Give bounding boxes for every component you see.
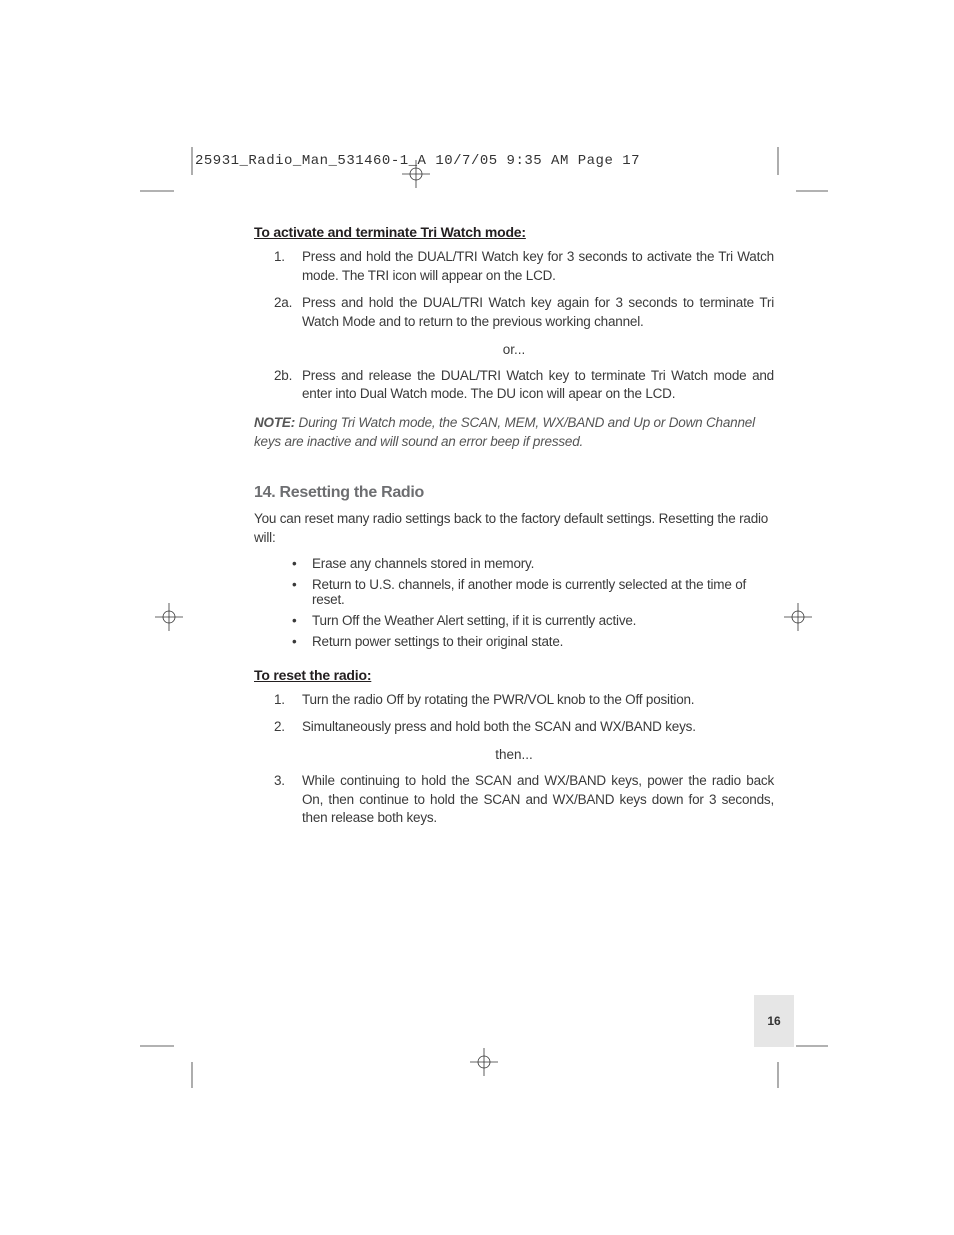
- crop-mark-bottom-left: [140, 1028, 200, 1093]
- list-number: 3.: [254, 772, 302, 829]
- list-item: 3. While continuing to hold the SCAN and…: [254, 772, 774, 829]
- bullet-mark: •: [254, 577, 312, 607]
- bullet-text: Turn Off the Weather Alert setting, if i…: [312, 613, 774, 628]
- list-number: 2a.: [254, 294, 302, 332]
- bullet-text: Return power settings to their original …: [312, 634, 774, 649]
- list-text: Press and hold the DUAL/TRI Watch key ag…: [302, 294, 774, 332]
- crop-mark-top-right: [768, 147, 828, 212]
- or-separator: or...: [254, 342, 774, 357]
- bullet-mark: •: [254, 556, 312, 571]
- tri-watch-title: To activate and terminate Tri Watch mode…: [254, 224, 774, 240]
- list-text: Press and hold the DUAL/TRI Watch key fo…: [302, 248, 774, 286]
- bullet-item: • Turn Off the Weather Alert setting, if…: [254, 613, 774, 628]
- note-text: During Tri Watch mode, the SCAN, MEM, WX…: [254, 415, 755, 449]
- registration-mark-top: [402, 160, 430, 188]
- list-number: 1.: [254, 691, 302, 710]
- list-text: Press and release the DUAL/TRI Watch key…: [302, 367, 774, 405]
- section-heading: 14. Resetting the Radio: [254, 484, 774, 502]
- crop-mark-top-left: [140, 147, 200, 212]
- intro-text: You can reset many radio settings back t…: [254, 510, 774, 548]
- list-text: Simultaneously press and hold both the S…: [302, 718, 774, 737]
- bullet-text: Return to U.S. channels, if another mode…: [312, 577, 774, 607]
- list-text: While continuing to hold the SCAN and WX…: [302, 772, 774, 829]
- list-item: 2b. Press and release the DUAL/TRI Watch…: [254, 367, 774, 405]
- page-number-box: 16: [754, 995, 794, 1047]
- note-label: NOTE:: [254, 415, 295, 430]
- registration-mark-bottom: [470, 1048, 498, 1076]
- bullet-item: • Return power settings to their origina…: [254, 634, 774, 649]
- page-content: To activate and terminate Tri Watch mode…: [254, 224, 774, 836]
- list-text: Turn the radio Off by rotating the PWR/V…: [302, 691, 774, 710]
- list-number: 2.: [254, 718, 302, 737]
- list-item: 1. Turn the radio Off by rotating the PW…: [254, 691, 774, 710]
- list-number: 2b.: [254, 367, 302, 405]
- note-block: NOTE: During Tri Watch mode, the SCAN, M…: [254, 414, 774, 452]
- list-item: 2a. Press and hold the DUAL/TRI Watch ke…: [254, 294, 774, 332]
- reset-title: To reset the radio:: [254, 667, 774, 683]
- bullet-mark: •: [254, 634, 312, 649]
- bullet-item: • Erase any channels stored in memory.: [254, 556, 774, 571]
- registration-mark-right: [784, 603, 812, 631]
- registration-mark-left: [155, 603, 183, 631]
- then-separator: then...: [254, 747, 774, 762]
- bullet-item: • Return to U.S. channels, if another mo…: [254, 577, 774, 607]
- bullet-mark: •: [254, 613, 312, 628]
- list-item: 2. Simultaneously press and hold both th…: [254, 718, 774, 737]
- list-number: 1.: [254, 248, 302, 286]
- bullet-text: Erase any channels stored in memory.: [312, 556, 774, 571]
- list-item: 1. Press and hold the DUAL/TRI Watch key…: [254, 248, 774, 286]
- page-number: 16: [767, 1014, 780, 1028]
